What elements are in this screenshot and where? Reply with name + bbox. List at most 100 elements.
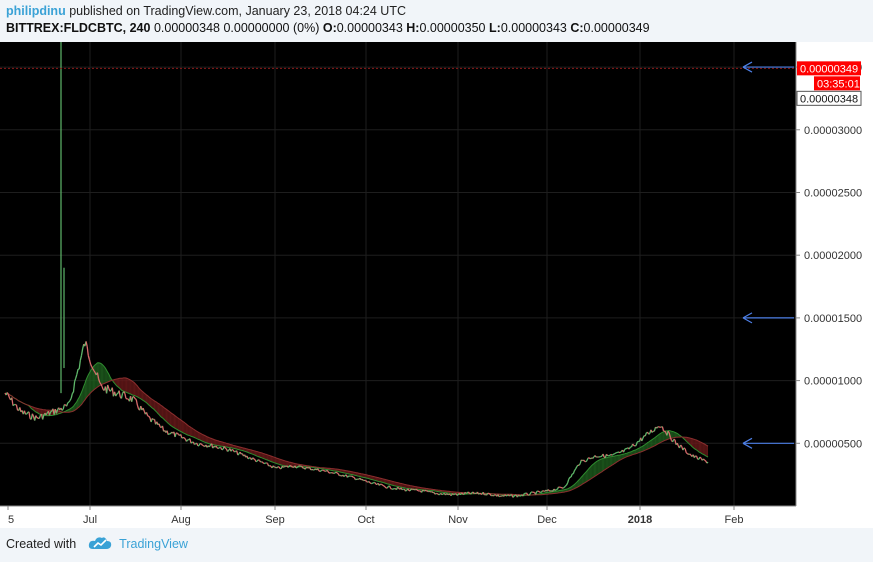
price-segment <box>123 391 126 394</box>
price-segment <box>567 479 570 484</box>
price-segment <box>563 485 566 488</box>
ma-ribbon-segment <box>177 417 179 431</box>
price-segment <box>669 437 673 441</box>
ma-ribbon-segment <box>267 454 269 461</box>
ma-ribbon-segment <box>374 476 376 481</box>
ma-ribbon-segment <box>165 408 168 423</box>
ma-ribbon-segment <box>159 403 161 417</box>
price-segment <box>489 493 492 497</box>
ma-ribbon-segment <box>406 484 408 489</box>
price-segment <box>699 456 702 459</box>
price-segment <box>327 470 330 474</box>
tradingview-link[interactable]: TradingView <box>119 536 188 551</box>
ma-ribbon-segment <box>644 444 646 451</box>
price-segment <box>136 404 140 409</box>
price-segment <box>151 417 154 421</box>
ma-ribbon-segment <box>411 485 413 490</box>
price-segment <box>55 409 59 414</box>
price-segment <box>485 493 487 496</box>
price-segment <box>431 491 434 494</box>
ma-ribbon-segment <box>269 455 271 462</box>
price-segment <box>547 489 550 492</box>
price-segment <box>96 372 100 379</box>
current-price-tag <box>796 90 862 106</box>
price-segment <box>624 448 627 450</box>
price-segment <box>346 475 350 478</box>
ma-ribbon-segment <box>349 471 351 475</box>
ma-ribbon-segment <box>607 457 609 468</box>
y-tick-label: 0.00002000 <box>804 250 862 262</box>
ma-ribbon-segment <box>208 437 210 444</box>
price-segment <box>23 410 27 415</box>
price-chart[interactable]: 0.000035000.000030000.000025000.00002000… <box>0 42 873 528</box>
ma-ribbon-segment <box>35 407 37 413</box>
price-segment <box>672 439 675 443</box>
price-segment <box>158 423 161 428</box>
price-segment <box>372 481 375 484</box>
ma-ribbon-segment <box>585 470 588 483</box>
price-segment <box>26 411 29 415</box>
price-segment <box>704 459 707 462</box>
ma-ribbon-segment <box>244 448 246 452</box>
price-segment <box>91 366 94 370</box>
price-segment <box>382 484 385 487</box>
price-segment <box>497 494 500 497</box>
author-link[interactable]: philipdinu <box>6 4 66 18</box>
ma-ribbon-segment <box>130 380 132 395</box>
ma-ribbon-segment <box>106 370 108 383</box>
price-segment <box>369 482 372 485</box>
price-segment <box>68 400 71 403</box>
ma-ribbon-segment <box>358 473 360 477</box>
price-segment <box>294 465 297 469</box>
ma-ribbon-segment <box>88 372 90 396</box>
ma-ribbon-segment <box>104 366 106 384</box>
price-segment <box>258 459 260 462</box>
ma-ribbon-segment <box>129 379 131 394</box>
price-segment <box>504 494 507 497</box>
price-segment <box>470 492 473 495</box>
ma-ribbon-segment <box>702 442 704 455</box>
ma-ribbon-segment <box>203 434 205 443</box>
ma-ribbon-segment <box>362 473 364 478</box>
price-segment <box>400 487 403 491</box>
price-segment <box>413 488 416 491</box>
price-segment <box>323 469 325 472</box>
ma-ribbon-segment <box>140 389 142 400</box>
ma-ribbon-segment <box>653 438 655 447</box>
ma-ribbon-segment <box>229 444 231 448</box>
price-segment <box>706 461 709 464</box>
price-segment <box>632 443 635 446</box>
price-segment <box>283 465 286 468</box>
price-segment <box>220 447 223 451</box>
price-segment <box>109 389 112 392</box>
price-segment <box>167 433 170 436</box>
price-segment <box>69 397 72 401</box>
price-segment <box>590 457 593 460</box>
ma-ribbon-segment <box>274 457 276 464</box>
ma-ribbon-segment <box>654 437 656 446</box>
ma-ribbon-segment <box>149 397 152 408</box>
ma-ribbon-segment <box>205 436 207 444</box>
price-segment <box>131 396 134 402</box>
ma-ribbon-segment <box>256 451 258 457</box>
chart-area[interactable]: 0.000035000.000030000.000025000.00002000… <box>0 42 873 528</box>
ma-ribbon-segment <box>382 478 384 483</box>
price-segment <box>520 494 523 497</box>
price-segment <box>196 442 199 447</box>
ma-ribbon-segment <box>597 460 599 475</box>
ma-ribbon-segment <box>146 394 148 404</box>
price-segment <box>529 491 532 495</box>
ma-ribbon-segment <box>282 460 284 466</box>
price-segment <box>318 470 321 473</box>
ma-ribbon-segment <box>170 412 172 427</box>
price-segment <box>213 445 216 448</box>
y-tick-label: 0.00002500 <box>804 187 862 199</box>
price-segment <box>45 412 48 416</box>
price-segment <box>429 490 432 493</box>
ma-ribbon-segment <box>280 459 282 465</box>
price-segment <box>642 435 645 439</box>
price-segment <box>422 489 425 492</box>
ma-ribbon-segment <box>254 450 257 456</box>
price-segment <box>92 368 95 372</box>
ma-ribbon-segment <box>631 451 633 456</box>
